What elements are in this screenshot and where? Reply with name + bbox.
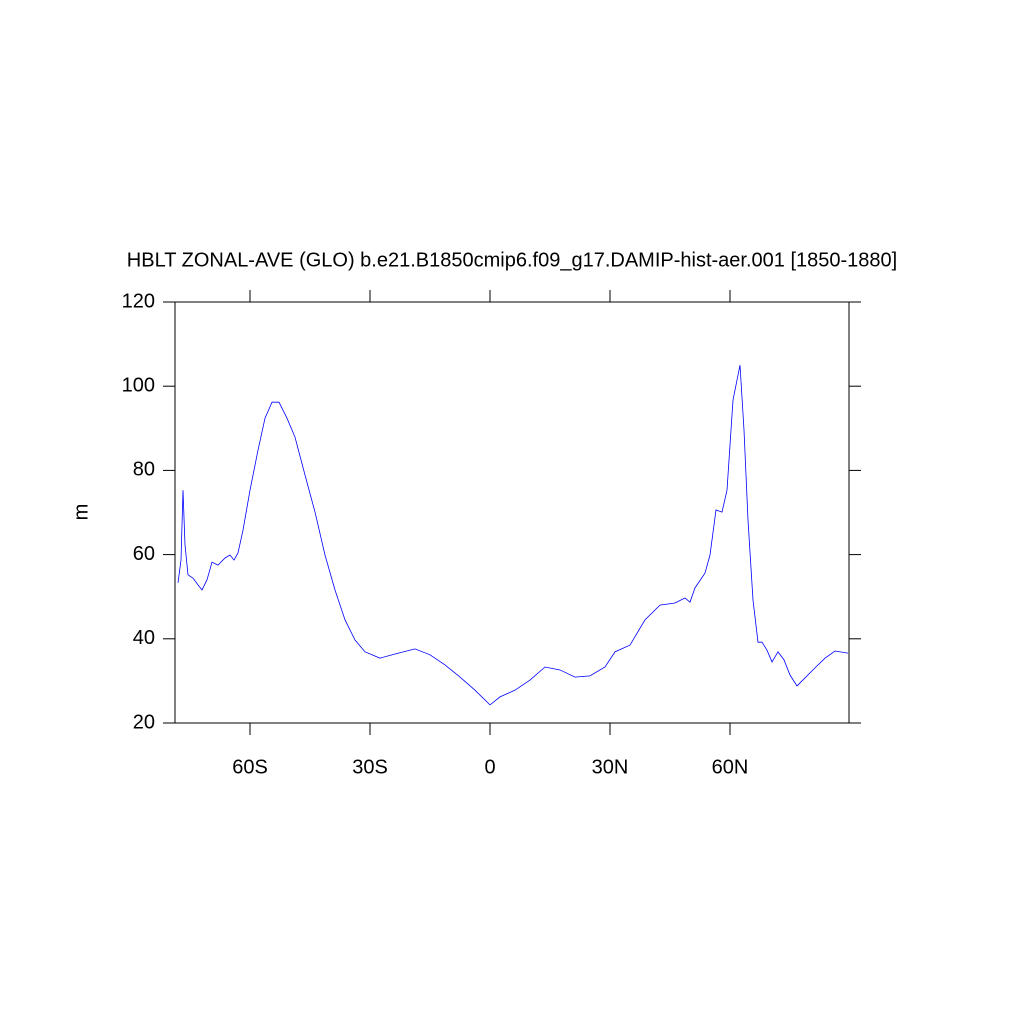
y-tick-label: 20 <box>133 711 155 733</box>
chart-title: HBLT ZONAL-AVE (GLO) b.e21.B1850cmip6.f0… <box>127 249 897 271</box>
x-tick-label: 60S <box>232 756 268 778</box>
y-tick-label: 60 <box>133 543 155 565</box>
x-tick-label: 30N <box>592 756 629 778</box>
x-tick-label: 60N <box>712 756 749 778</box>
x-tick-label: 0 <box>484 756 495 778</box>
y-axis-label: m <box>70 504 92 521</box>
x-tick-label: 30S <box>352 756 388 778</box>
plot-frame <box>174 301 850 724</box>
y-tick-label: 80 <box>133 459 155 481</box>
y-tick-label: 100 <box>122 374 155 396</box>
y-tick-label: 120 <box>122 290 155 312</box>
data-line <box>177 365 849 706</box>
y-tick-label: 40 <box>133 627 155 649</box>
